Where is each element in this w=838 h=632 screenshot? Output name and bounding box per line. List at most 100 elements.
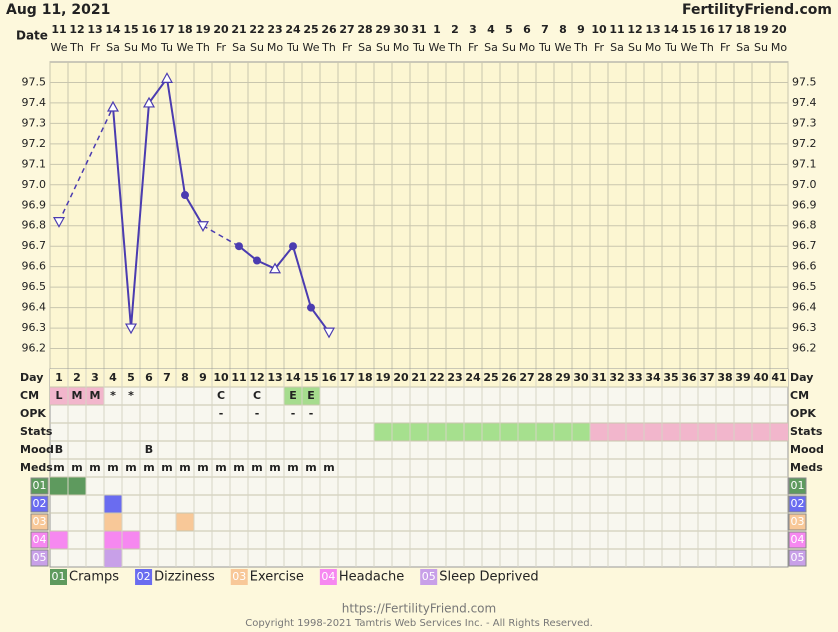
date-number: 9	[577, 23, 585, 36]
day-label: Day	[20, 371, 43, 384]
legend-swatch	[319, 569, 337, 585]
weekday: We	[555, 41, 572, 54]
cell-fill	[68, 387, 86, 405]
x-tick-label: 17	[339, 371, 354, 384]
weekday: Sa	[736, 41, 750, 54]
cell-text: *	[128, 389, 134, 402]
cell-text: m	[107, 461, 118, 474]
x-tick-label: 10	[213, 371, 229, 384]
day-row	[50, 369, 788, 387]
weekday: Su	[754, 41, 768, 54]
cell-text: -	[219, 407, 224, 420]
weekday: We	[51, 41, 68, 54]
weekday: We	[681, 41, 698, 54]
date-number: 7	[541, 23, 549, 36]
temp-segment	[112, 106, 132, 329]
x-tick-label: 33	[627, 371, 642, 384]
temp-point	[322, 327, 336, 339]
symptom-code-box	[30, 513, 49, 531]
y-tick-label-right: 97.4	[792, 96, 817, 109]
y-tick-label-right: 97.0	[792, 178, 817, 191]
weekday: Th	[321, 41, 336, 54]
date-number: 12	[69, 23, 84, 36]
cell-text: E	[289, 389, 297, 402]
symptom-code-box	[30, 477, 49, 495]
cell-fill	[302, 387, 320, 405]
legend-name: Dizziness	[154, 570, 215, 585]
date-number: 11	[51, 23, 66, 36]
weekday: Mo	[393, 41, 409, 54]
date-number: 13	[87, 23, 102, 36]
weekday: Tu	[664, 41, 677, 54]
temp-segment	[274, 245, 294, 270]
date-number: 21	[231, 23, 246, 36]
legend-name: Cramps	[69, 570, 119, 585]
weekday: Th	[195, 41, 210, 54]
y-tick-label: 97.3	[22, 116, 47, 129]
y-tick-label: 97.1	[22, 157, 47, 170]
symptom-cell	[50, 531, 68, 549]
weekday: We	[429, 41, 446, 54]
symptom-code-right-box	[788, 477, 807, 495]
weekday: Fr	[90, 41, 101, 54]
x-tick-label: 32	[609, 371, 624, 384]
y-tick-label-right: 97.2	[792, 137, 817, 150]
date-number: 18	[177, 23, 192, 36]
temp-segment	[184, 194, 204, 227]
cell-text: M	[90, 389, 101, 402]
x-tick-label: 26	[501, 371, 517, 384]
date-number: 4	[487, 23, 495, 36]
temp-segment	[202, 225, 240, 247]
weekday: Mo	[645, 41, 661, 54]
y-tick-label: 97.2	[22, 137, 47, 150]
cell-text: m	[89, 461, 100, 474]
weekday: Tu	[538, 41, 551, 54]
weekday: Sa	[358, 41, 372, 54]
x-tick-label: 12	[249, 371, 264, 384]
weekday: Tu	[412, 41, 425, 54]
cell-text: m	[323, 461, 334, 474]
y-tick-label-right: 96.7	[792, 239, 817, 252]
x-tick-label: 27	[519, 371, 534, 384]
cell-text: E	[307, 389, 315, 402]
symptom-code-right: 03	[791, 515, 805, 528]
cell-text: B	[55, 443, 63, 456]
x-tick-label: 41	[771, 371, 786, 384]
symptom-code-right: 01	[791, 479, 805, 492]
weekday: Fr	[594, 41, 605, 54]
date-number: 16	[699, 23, 715, 36]
y-tick-label-right: 96.3	[792, 321, 817, 334]
y-tick-label: 96.5	[22, 280, 47, 293]
x-tick-label: 7	[163, 371, 171, 384]
date-number: 17	[159, 23, 174, 36]
date-number: 20	[213, 23, 229, 36]
x-tick-label: 19	[375, 371, 390, 384]
weekday: Th	[69, 41, 84, 54]
x-tick-label: 8	[181, 371, 189, 384]
date-number: 31	[411, 23, 426, 36]
symptom-code: 03	[33, 515, 47, 528]
cell-text: m	[53, 461, 64, 474]
date-number: 30	[393, 23, 409, 36]
x-tick-label: 13	[267, 371, 282, 384]
cell-text: m	[287, 461, 298, 474]
temp-point	[106, 100, 120, 112]
cell-text: m	[125, 461, 136, 474]
cell-text: m	[215, 461, 226, 474]
x-tick-label: 5	[127, 371, 135, 384]
date-number: 17	[717, 23, 732, 36]
date-label: Date	[16, 29, 48, 43]
weekday: Tu	[286, 41, 299, 54]
date-number: 15	[123, 23, 138, 36]
y-tick-label-right: 96.8	[792, 219, 817, 232]
symptom-code-box	[30, 531, 49, 549]
symptom-code-right: 05	[791, 551, 805, 564]
weekday: Mo	[771, 41, 787, 54]
legend-name: Headache	[339, 570, 404, 585]
legend-name: Sleep Deprived	[439, 570, 538, 585]
weekday: Fr	[342, 41, 353, 54]
temp-point	[307, 303, 315, 312]
y-tick-label: 96.8	[22, 219, 47, 232]
weekday: Mo	[267, 41, 283, 54]
weekday: Su	[376, 41, 390, 54]
